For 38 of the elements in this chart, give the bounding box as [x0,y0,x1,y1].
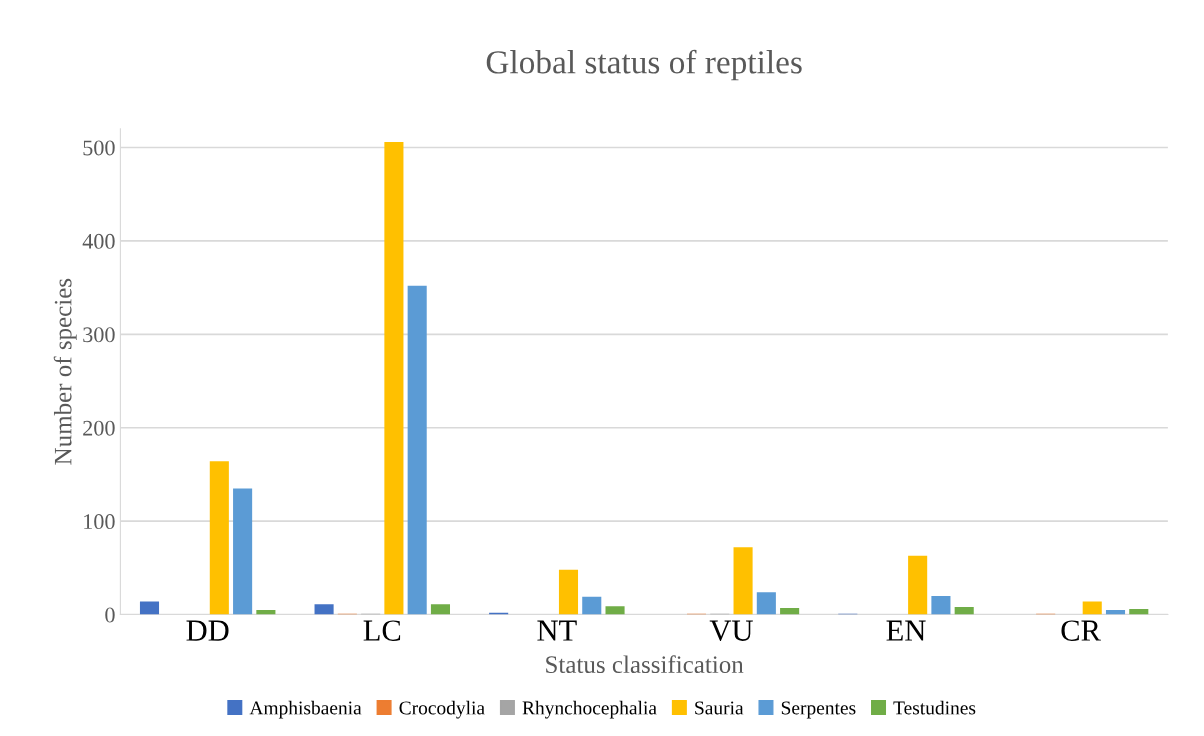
y-tick-label: 400 [82,233,115,249]
bar [756,592,776,615]
bar [780,608,800,615]
x-tick-label: EN [886,620,926,641]
y-axis-title: Number of species [53,278,77,465]
bar [605,606,625,615]
legend-label: Testudines [893,700,976,715]
y-tick-label: 0 [105,607,115,623]
bar [1082,601,1102,615]
x-tick-label: DD [186,620,229,641]
bar [558,569,579,615]
bar [931,595,951,615]
legend-label: Sauria [695,701,744,715]
y-tick-label: 100 [84,514,115,530]
bar [733,547,753,615]
bar [139,601,160,615]
bar [233,488,253,615]
x-axis-title: Status classification [546,655,744,674]
y-tick-label: 500 [83,140,115,156]
bar [384,141,404,615]
legend-label: Rhynchocephalia [522,700,657,719]
legend-label: Amphisbaenia [249,700,362,719]
bar [209,461,229,615]
bar [954,607,974,615]
bar [908,555,928,615]
y-tick-label: 300 [83,327,115,343]
x-tick-label: CR [1061,620,1101,641]
chart-title: Global status of reptiles [486,49,802,81]
bar [407,285,427,615]
legend-label: Serpentes [781,701,856,719]
x-tick-label: VU [709,620,753,642]
legend-label: Crocodylia [399,700,485,719]
x-tick-label: NT [537,620,577,641]
bar [582,596,602,615]
bar [314,604,334,615]
bar [430,604,451,615]
x-tick-label: LC [363,620,401,641]
y-tick-label: 200 [83,420,115,436]
